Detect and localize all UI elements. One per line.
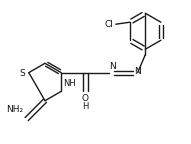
Text: O: O: [82, 94, 89, 103]
Text: S: S: [19, 69, 25, 78]
Text: NH: NH: [63, 79, 76, 88]
Text: N: N: [134, 67, 140, 76]
Text: NH₂: NH₂: [6, 105, 24, 114]
Text: Cl: Cl: [105, 20, 114, 29]
Text: H: H: [82, 102, 89, 111]
Text: N: N: [109, 62, 116, 71]
